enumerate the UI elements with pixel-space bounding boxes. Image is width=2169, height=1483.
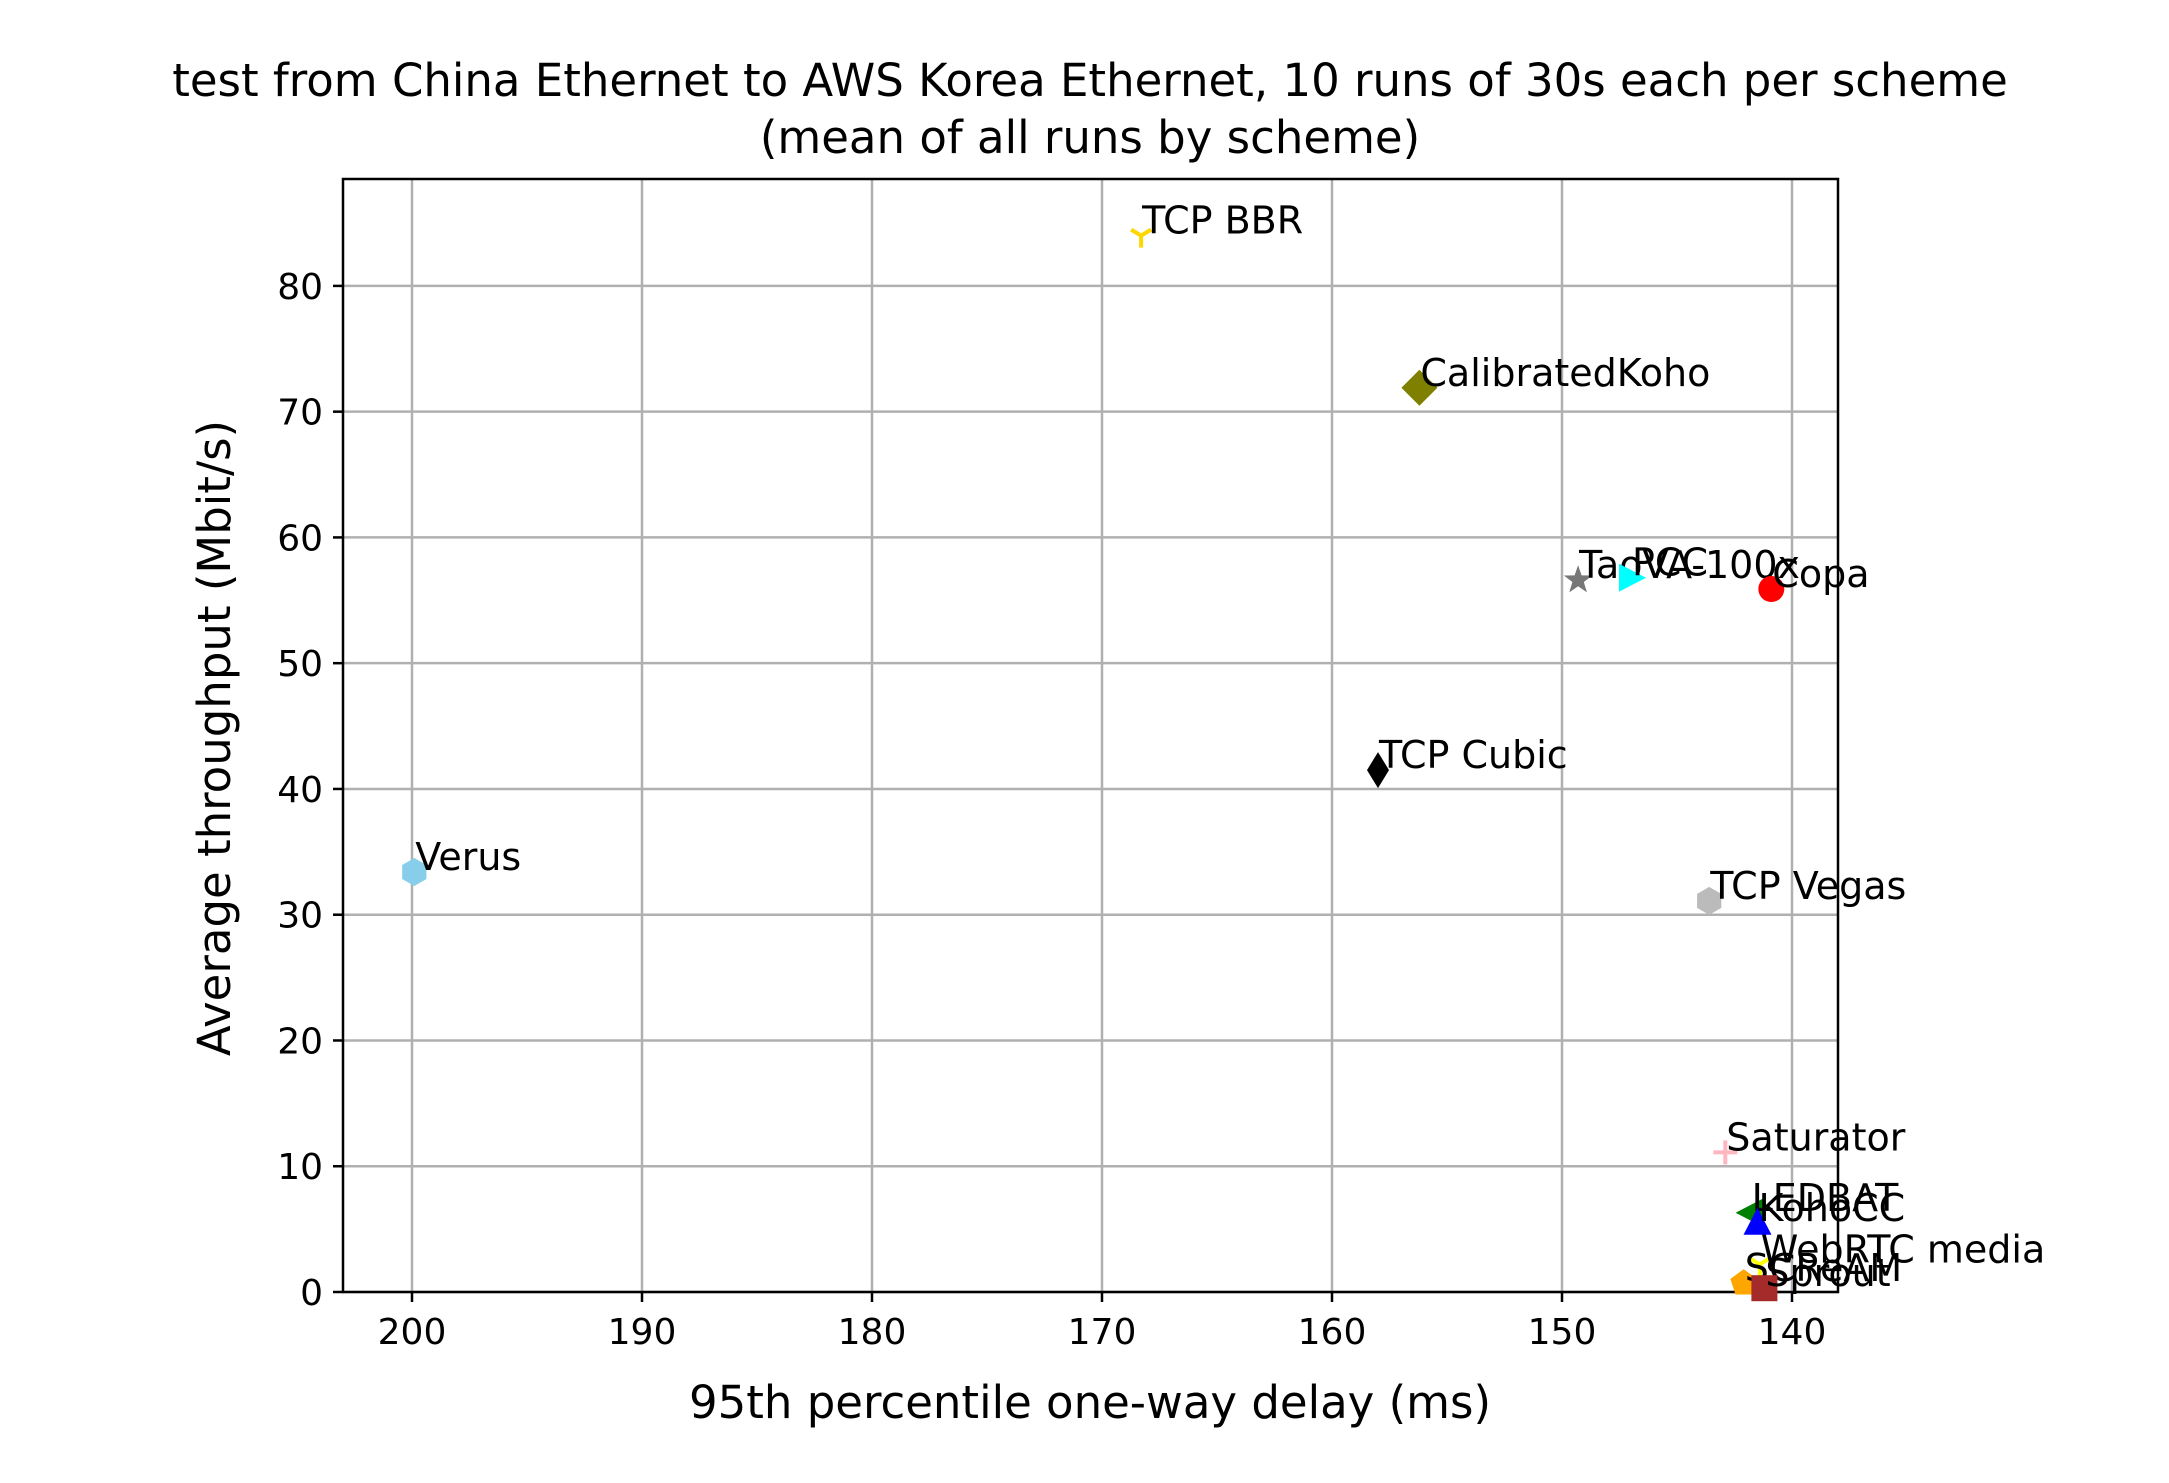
point-label: TCP Vegas: [1709, 864, 1906, 908]
marker-pentagon: [1730, 1269, 1758, 1295]
marker-tri-arm: [1140, 227, 1153, 238]
marker-star: [1563, 565, 1593, 593]
point-label: KohoCC: [1759, 1186, 1906, 1230]
marker-thin-diamond: [1367, 752, 1389, 789]
point-label: LEDBAT: [1752, 1176, 1900, 1220]
y-tick-label: 80: [277, 267, 323, 308]
y-tick-label: 40: [277, 770, 323, 811]
chart-subtitle: (mean of all runs by scheme): [760, 111, 1420, 164]
x-tick-label: 170: [1068, 1312, 1137, 1353]
point-verus: [402, 858, 427, 886]
y-tick-label: 0: [300, 1273, 323, 1314]
x-axis-label: 95th percentile one-way delay (ms): [689, 1376, 1491, 1429]
point-pcc: [1619, 563, 1646, 592]
point-sprout: [1751, 1275, 1778, 1302]
point-label: TCP BBR: [1141, 199, 1303, 243]
point-label: WebRTC media: [1761, 1227, 2045, 1271]
point-scream: [1730, 1269, 1758, 1295]
point-saturator: [1713, 1140, 1738, 1165]
y-tick-label: 60: [277, 518, 323, 559]
axes: 200 190 180 170 160 150 140 0 10 20 30 40 50 60 70 80: [277, 177, 1840, 1353]
point-label: Copa: [1772, 552, 1869, 596]
point-kohocc: [1743, 1207, 1772, 1235]
y-tick-label: 30: [277, 896, 323, 937]
marker-hexagon: [1697, 886, 1722, 915]
point-calibratedkoho: [1401, 369, 1438, 406]
marker-tri-arm: [1758, 1256, 1771, 1267]
y-axis-label: Average throughput (Mbit/s): [188, 420, 241, 1056]
marker-hexagon: [402, 858, 427, 886]
marker-tri-arm: [1748, 1256, 1761, 1267]
point-label: CalibratedKoho: [1420, 351, 1710, 395]
x-tick-label: 200: [378, 1312, 447, 1353]
point-webrtc-media: [1748, 1256, 1771, 1277]
marker-diamond: [1401, 369, 1438, 406]
marker-triangle-right: [1619, 563, 1646, 592]
chart-title: test from China Ethernet to AWS Korea Et…: [172, 54, 2008, 107]
x-tick-label: 180: [838, 1312, 907, 1353]
point-label: Verus: [415, 835, 521, 879]
point-label: PCC: [1632, 541, 1708, 585]
x-tick-label: 140: [1758, 1312, 1827, 1353]
plot-frame: [341, 177, 1840, 1294]
point-label: TCP Cubic: [1378, 733, 1568, 777]
y-tick-label: 70: [277, 393, 323, 434]
y-tick-label: 20: [277, 1021, 323, 1062]
x-tick-label: 150: [1528, 1312, 1597, 1353]
point-label: Sprout: [1765, 1251, 1890, 1295]
point-tcp-cubic: [1367, 752, 1389, 789]
x-tick-label: 160: [1298, 1312, 1367, 1353]
point-tcp-vegas: [1697, 886, 1722, 915]
y-tick-label: 10: [277, 1147, 323, 1188]
y-tick-label: 50: [277, 644, 323, 685]
marker-square: [1751, 1275, 1778, 1302]
point-tcp-bbr: [1130, 227, 1153, 248]
marker-circle: [1758, 576, 1785, 602]
point-taova-100x: [1563, 565, 1593, 593]
marker-triangle-up: [1743, 1207, 1772, 1235]
point-copa: [1758, 576, 1785, 602]
point-label: Saturator: [1726, 1115, 1905, 1159]
x-tick-label: 190: [608, 1312, 677, 1353]
marker-tri-arm: [1130, 227, 1143, 238]
